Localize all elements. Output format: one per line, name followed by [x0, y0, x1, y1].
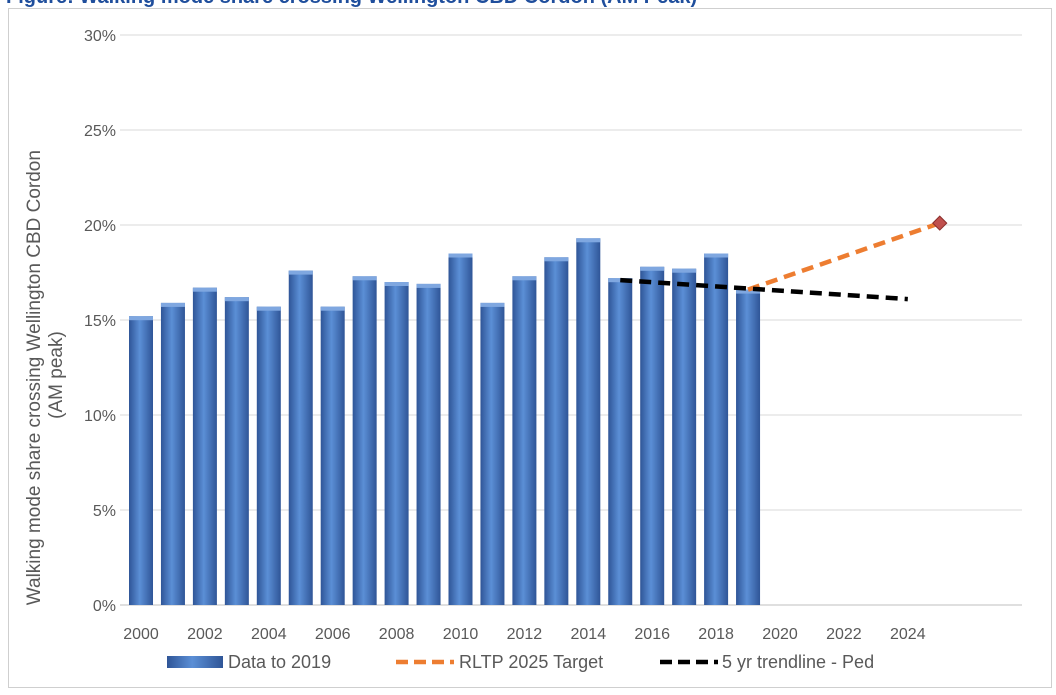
bar — [160, 302, 185, 605]
y-axis-ticks: 0% 5% 10% 15% 20% 25% 30% — [84, 28, 116, 615]
bar-top — [224, 297, 249, 302]
bar-top — [384, 282, 409, 286]
x-tick-label: 2014 — [571, 626, 607, 643]
bar — [448, 253, 473, 605]
bar — [640, 266, 665, 605]
x-tick-label: 2010 — [443, 626, 479, 643]
bar-top — [736, 289, 761, 294]
bar — [544, 257, 569, 605]
bar — [384, 282, 409, 605]
bar — [416, 283, 441, 605]
figure-caption-strip: Figure: Walking mode share crossing Well… — [0, 0, 1056, 8]
bar-top — [672, 268, 697, 273]
bar-top — [416, 283, 441, 288]
y-tick-label: 10% — [84, 408, 116, 425]
bar-top — [544, 257, 569, 262]
bar-top — [480, 302, 505, 307]
bar — [608, 278, 633, 605]
bar — [672, 268, 697, 605]
y-axis-title: Walking mode share crossing Wellington C… — [24, 145, 67, 605]
y-tick-label: 30% — [84, 28, 116, 45]
bar-series — [129, 238, 761, 606]
bar — [288, 270, 313, 605]
bar — [129, 316, 153, 605]
bar — [320, 306, 345, 605]
y-axis-title-line2: (AM peak) — [46, 331, 67, 419]
bar-top — [576, 238, 601, 243]
legend-swatch — [167, 656, 223, 668]
bar-top — [352, 276, 377, 281]
bar — [192, 287, 217, 605]
bar — [224, 297, 249, 605]
bar-top — [256, 306, 281, 311]
y-tick-label: 0% — [93, 598, 116, 615]
bar-top — [160, 302, 185, 307]
y-axis-title-line1: Walking mode share crossing Wellington C… — [24, 150, 45, 605]
series-line — [620, 277, 908, 302]
bar — [256, 306, 281, 605]
y-tick-label: 5% — [93, 503, 116, 520]
line-series — [620, 215, 948, 302]
x-tick-label: 2012 — [507, 626, 543, 643]
y-tick-label: 20% — [84, 218, 116, 235]
bar-top — [704, 253, 729, 258]
x-tick-label: 2006 — [315, 626, 351, 643]
x-axis-ticks: 2000 2002 2004 2006 2008 2010 2012 2014 2016 2018… — [123, 626, 925, 643]
x-tick-label: 2020 — [762, 626, 798, 643]
x-tick-label: 2022 — [826, 626, 862, 643]
bar — [704, 253, 729, 605]
bar-top — [320, 306, 345, 311]
legend: Data to 2019 RLTP 2025 Target 5 yr trendli… — [167, 652, 874, 672]
x-tick-label: 2018 — [698, 626, 734, 643]
bar-top — [640, 266, 665, 271]
series-line — [747, 220, 941, 292]
figure-caption: Figure: Walking mode share crossing Well… — [6, 0, 697, 8]
legend-label: RLTP 2025 Target — [459, 652, 603, 672]
y-tick-label: 25% — [84, 123, 116, 140]
x-tick-label: 2000 — [123, 626, 159, 643]
target-marker — [932, 215, 948, 231]
bar-top — [288, 270, 313, 275]
chart-frame — [8, 8, 1052, 688]
bar-top — [192, 287, 217, 292]
bar-top — [129, 316, 153, 321]
x-tick-label: 2002 — [187, 626, 223, 643]
x-tick-label: 2004 — [251, 626, 287, 643]
bar-top — [448, 253, 473, 258]
legend-label: 5 yr trendline - Ped — [722, 652, 874, 672]
x-tick-label: 2008 — [379, 626, 415, 643]
bar — [352, 276, 377, 605]
bar — [512, 276, 537, 605]
y-tick-label: 15% — [84, 313, 116, 330]
legend-label: Data to 2019 — [228, 652, 331, 672]
gridlines — [120, 34, 1022, 606]
bar — [576, 238, 601, 606]
x-tick-label: 2024 — [890, 626, 926, 643]
bar — [480, 302, 505, 605]
bar-top — [512, 276, 537, 281]
x-tick-label: 2016 — [634, 626, 670, 643]
bar — [736, 289, 761, 605]
